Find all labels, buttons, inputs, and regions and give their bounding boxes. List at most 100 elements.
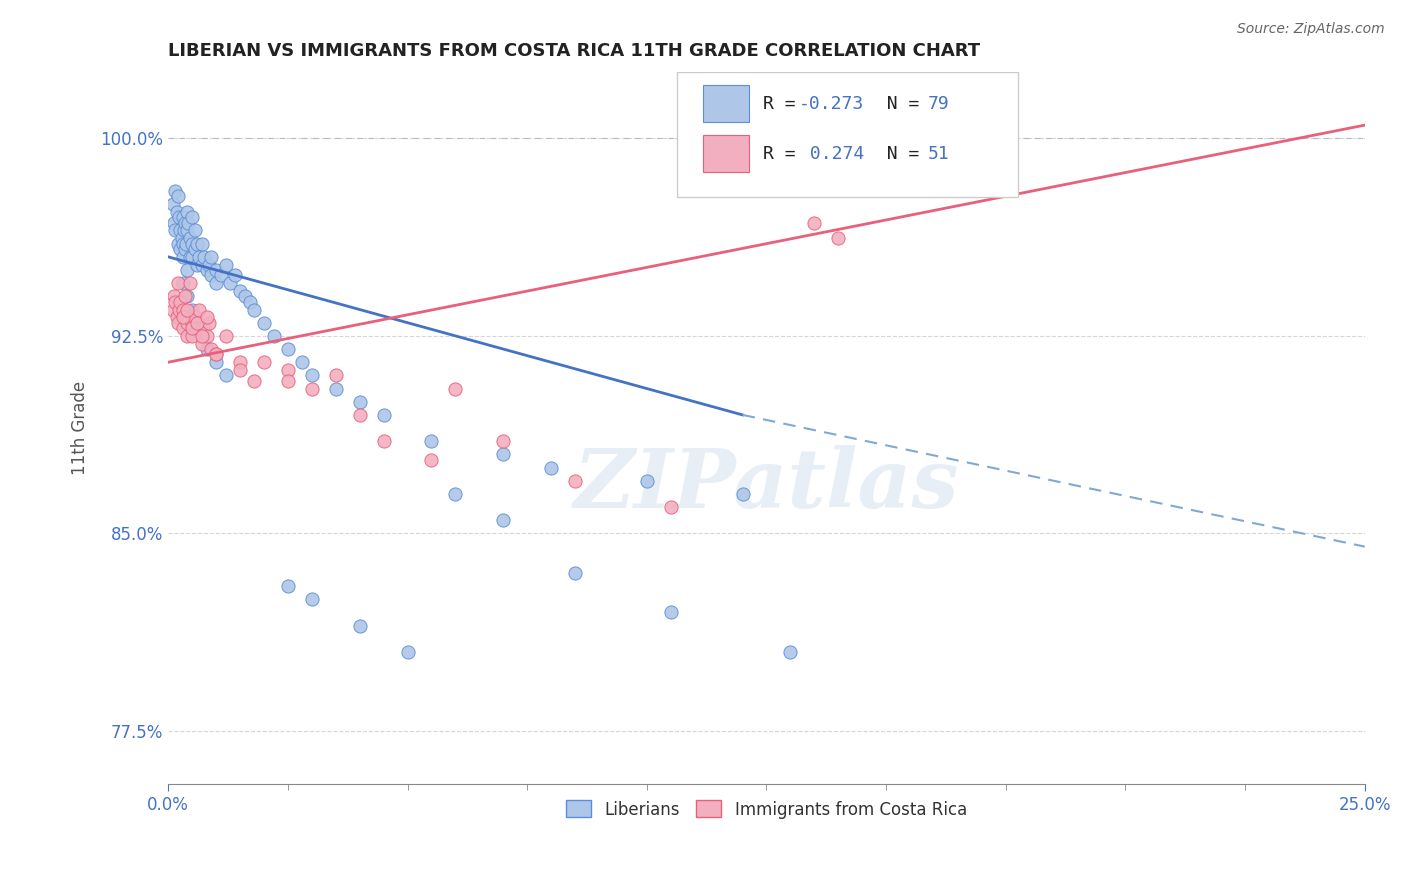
Point xyxy=(172,310,194,325)
Point xyxy=(659,606,682,620)
Point xyxy=(165,184,187,198)
Point xyxy=(277,363,299,377)
Point xyxy=(239,294,262,309)
Point xyxy=(373,434,395,449)
Point xyxy=(198,258,221,272)
Text: N =: N = xyxy=(865,145,929,162)
Point xyxy=(229,363,252,377)
Point xyxy=(229,284,252,298)
Point xyxy=(188,250,211,264)
Point xyxy=(779,645,801,659)
Point xyxy=(636,474,658,488)
Point xyxy=(181,329,204,343)
Point xyxy=(193,250,215,264)
Point xyxy=(177,216,200,230)
Point xyxy=(190,329,212,343)
Point xyxy=(181,236,204,251)
Point xyxy=(169,223,191,237)
Text: -0.273: -0.273 xyxy=(799,95,865,112)
Point xyxy=(205,347,228,361)
Point xyxy=(229,355,252,369)
Point xyxy=(174,242,197,256)
Point xyxy=(174,310,197,325)
Point xyxy=(165,294,187,309)
Point xyxy=(181,316,204,330)
Point xyxy=(659,500,682,515)
Text: R =: R = xyxy=(763,95,807,112)
Text: R =: R = xyxy=(763,145,807,162)
Point xyxy=(165,223,187,237)
Point xyxy=(166,189,188,203)
Point xyxy=(172,236,194,251)
Point xyxy=(183,242,205,256)
Point xyxy=(277,342,299,356)
Point xyxy=(181,302,204,317)
Point xyxy=(492,513,515,527)
Point xyxy=(176,316,198,330)
Point xyxy=(492,434,515,449)
Point xyxy=(205,355,228,369)
Point xyxy=(174,216,197,230)
Point xyxy=(263,329,285,343)
Point xyxy=(301,368,323,383)
Point xyxy=(181,211,204,225)
Point xyxy=(219,276,242,290)
Text: N =: N = xyxy=(865,95,929,112)
Point xyxy=(176,236,198,251)
Legend: Liberians, Immigrants from Costa Rica: Liberians, Immigrants from Costa Rica xyxy=(560,794,974,825)
Point xyxy=(172,302,194,317)
Point xyxy=(224,268,246,283)
Point xyxy=(183,223,205,237)
Text: 79: 79 xyxy=(928,95,950,112)
Point xyxy=(325,368,347,383)
Point xyxy=(373,408,395,422)
Point xyxy=(179,276,201,290)
Point xyxy=(167,302,190,317)
Point xyxy=(166,205,188,219)
Point xyxy=(420,434,443,449)
Point xyxy=(195,329,218,343)
Text: LIBERIAN VS IMMIGRANTS FROM COSTA RICA 11TH GRADE CORRELATION CHART: LIBERIAN VS IMMIGRANTS FROM COSTA RICA 1… xyxy=(169,42,980,60)
Point xyxy=(166,316,188,330)
Point xyxy=(301,382,323,396)
Point xyxy=(420,452,443,467)
Point xyxy=(188,302,211,317)
Point xyxy=(176,223,198,237)
Text: ZIPatlas: ZIPatlas xyxy=(574,445,959,525)
Point xyxy=(243,374,266,388)
Point xyxy=(253,316,276,330)
Point xyxy=(181,321,204,335)
Point xyxy=(176,205,198,219)
Point xyxy=(214,329,236,343)
Point xyxy=(183,310,205,325)
Point xyxy=(186,316,208,330)
Point xyxy=(325,382,347,396)
Point xyxy=(200,342,222,356)
Point xyxy=(179,250,201,264)
Point xyxy=(190,329,212,343)
Text: Source: ZipAtlas.com: Source: ZipAtlas.com xyxy=(1237,22,1385,37)
Point xyxy=(186,236,208,251)
Point xyxy=(179,231,201,245)
Point xyxy=(166,276,188,290)
FancyBboxPatch shape xyxy=(703,86,748,122)
Point xyxy=(564,474,586,488)
Point xyxy=(253,355,276,369)
Y-axis label: 11th Grade: 11th Grade xyxy=(72,381,89,475)
Point xyxy=(190,258,212,272)
Point xyxy=(162,197,184,211)
Point xyxy=(166,310,188,325)
Point xyxy=(540,460,562,475)
Point xyxy=(349,394,371,409)
Point xyxy=(166,236,188,251)
Point xyxy=(186,321,208,335)
Point xyxy=(200,268,222,283)
Point xyxy=(172,250,194,264)
Point xyxy=(195,342,218,356)
Point xyxy=(162,302,184,317)
Point xyxy=(349,618,371,632)
FancyBboxPatch shape xyxy=(676,72,1018,197)
Point xyxy=(731,487,754,501)
Point xyxy=(291,355,314,369)
Point xyxy=(186,316,208,330)
